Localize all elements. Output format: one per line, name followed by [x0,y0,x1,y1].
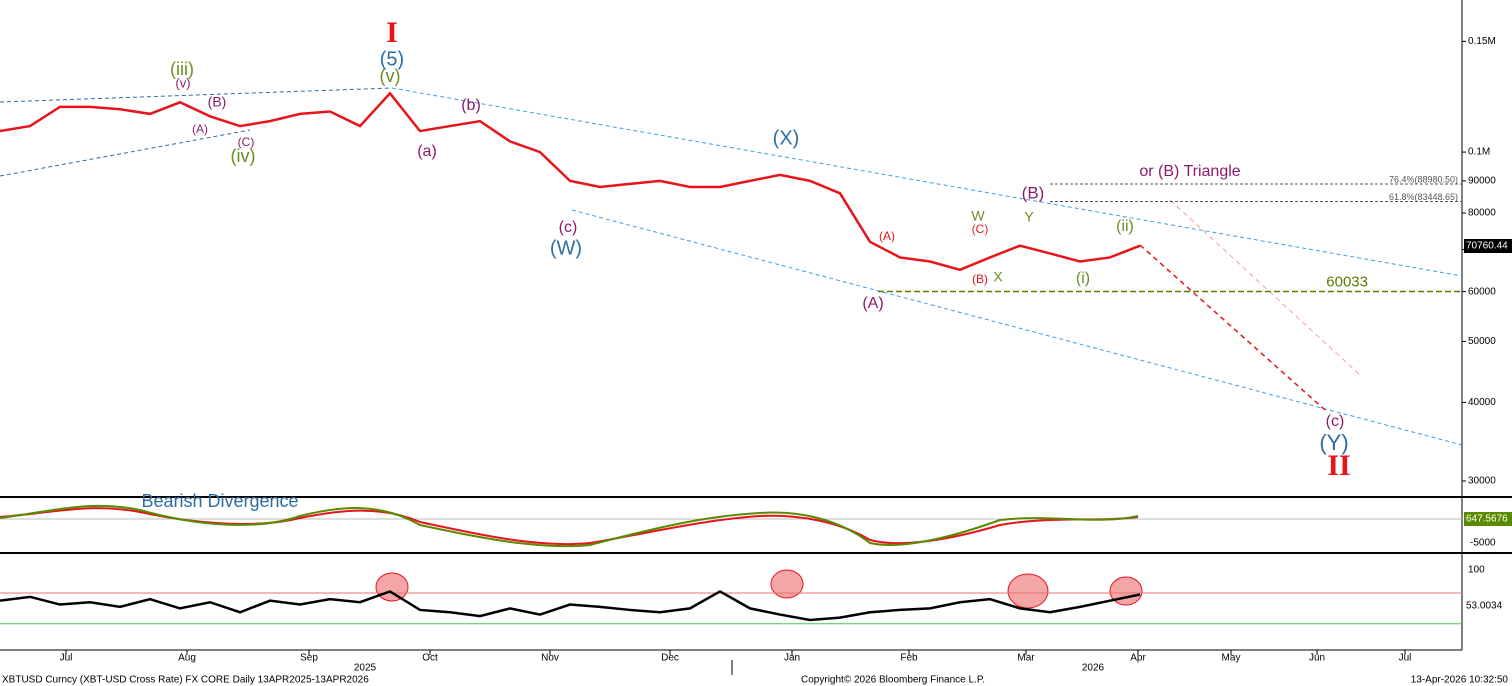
macd-label: -5000 [1470,538,1496,549]
macd-label: 647.5676 [1466,514,1508,525]
x-tick-label: May [1222,653,1241,664]
y-tick-label: 0.15M [1468,36,1496,47]
divergence-marker [375,572,409,602]
footer-left: XBTUSD Curncy (XBT-USD Cross Rate) FX CO… [2,675,369,686]
wave-label: (A) [862,295,883,312]
y-tick-label: 60000 [1468,286,1496,297]
macd-tag [1464,512,1512,526]
x-tick-label: Jul [1399,653,1412,664]
wave-label: (i) [1076,270,1090,287]
footer-center: Copyright© 2026 Bloomberg Finance L.P. [801,675,985,686]
wave-label: (C) [972,222,989,236]
y-tick-label: 90000 [1468,176,1496,187]
wave-label: W [971,208,985,224]
x-tick-label: Feb [900,653,918,664]
wave-label: (ii) [1116,218,1134,235]
y-tick-label: 30000 [1468,476,1496,487]
x-tick-label: Jul [60,653,73,664]
footer-right: 13-Apr-2026 10:32:50 [1411,675,1509,686]
wave-label: (A) [192,122,208,136]
wave-label: II [1327,449,1350,482]
x-tick-label: Aug [178,653,196,664]
projection [1169,199,1361,376]
wave-label: Y [1024,209,1034,225]
wave-label: (B) [208,94,227,110]
y-tick-label: 80000 [1468,208,1496,219]
wave-label: (B) [1022,183,1045,202]
x-tick-label: Jan [784,653,800,664]
x-tick-label: Dec [661,653,679,664]
wave-label: X [993,269,1003,285]
wave-label: I [386,16,398,49]
wave-label: (B) [972,272,988,286]
level-label: 76.4%(88980.50) [1389,174,1458,184]
y-tick-label: 40000 [1468,397,1496,408]
wave-label: or (B) Triangle [1139,163,1240,180]
level-label: 60033 [1326,273,1368,290]
wave-label: (v) [380,66,401,86]
wave-label: Bearish Divergence [141,491,298,511]
x-tick-label: Apr [1130,653,1146,664]
year-label: 2025 [354,663,377,674]
y-tick-label: 0.1M [1468,147,1490,158]
divergence-marker [1007,573,1049,609]
wave-label: (v) [175,75,190,90]
trendline [0,87,393,103]
price-tag [1464,239,1512,253]
x-tick-label: Sep [300,653,318,664]
price-tag-label: 70760.44 [1466,241,1508,252]
macd-line [0,507,1139,546]
level-label: 61.8%(83448.65) [1389,192,1458,202]
rsi-line [0,590,1141,622]
wave-label: (C) [238,135,255,149]
wave-label: (c) [559,219,578,236]
trendline [571,209,1463,446]
trendline [0,129,251,177]
wave-label: (W) [550,237,582,259]
wave-label: (5) [380,48,404,70]
wave-label: (Y) [1319,430,1348,455]
wave-label: (a) [417,143,437,160]
wave-label: (c) [1326,413,1345,430]
price-line [0,91,1141,272]
wave-label: (iv) [231,146,256,166]
rsi-last: 53.0034 [1466,601,1503,612]
x-tick-label: Mar [1017,653,1035,664]
x-tick-label: Nov [541,653,559,664]
divergence-marker [770,569,804,599]
wave-label: (A) [879,229,895,243]
projection [1139,244,1326,411]
wave-label: (iii) [170,59,194,79]
x-tick-label: Jun [1309,653,1325,664]
y-tick-label: 50000 [1468,336,1496,347]
rsi-tick-label: 100 [1468,565,1485,576]
trendline [391,87,1463,277]
x-tick-label: Oct [422,653,438,664]
wave-label: (X) [773,127,800,149]
year-label: 2026 [1082,663,1105,674]
signal-line [0,504,1139,548]
wave-label: (b) [461,97,481,114]
